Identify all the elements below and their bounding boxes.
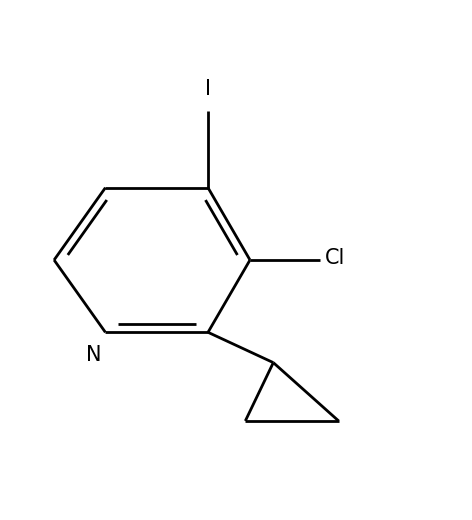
Text: I: I (205, 79, 211, 99)
Text: N: N (86, 345, 101, 365)
Text: Cl: Cl (325, 248, 345, 268)
